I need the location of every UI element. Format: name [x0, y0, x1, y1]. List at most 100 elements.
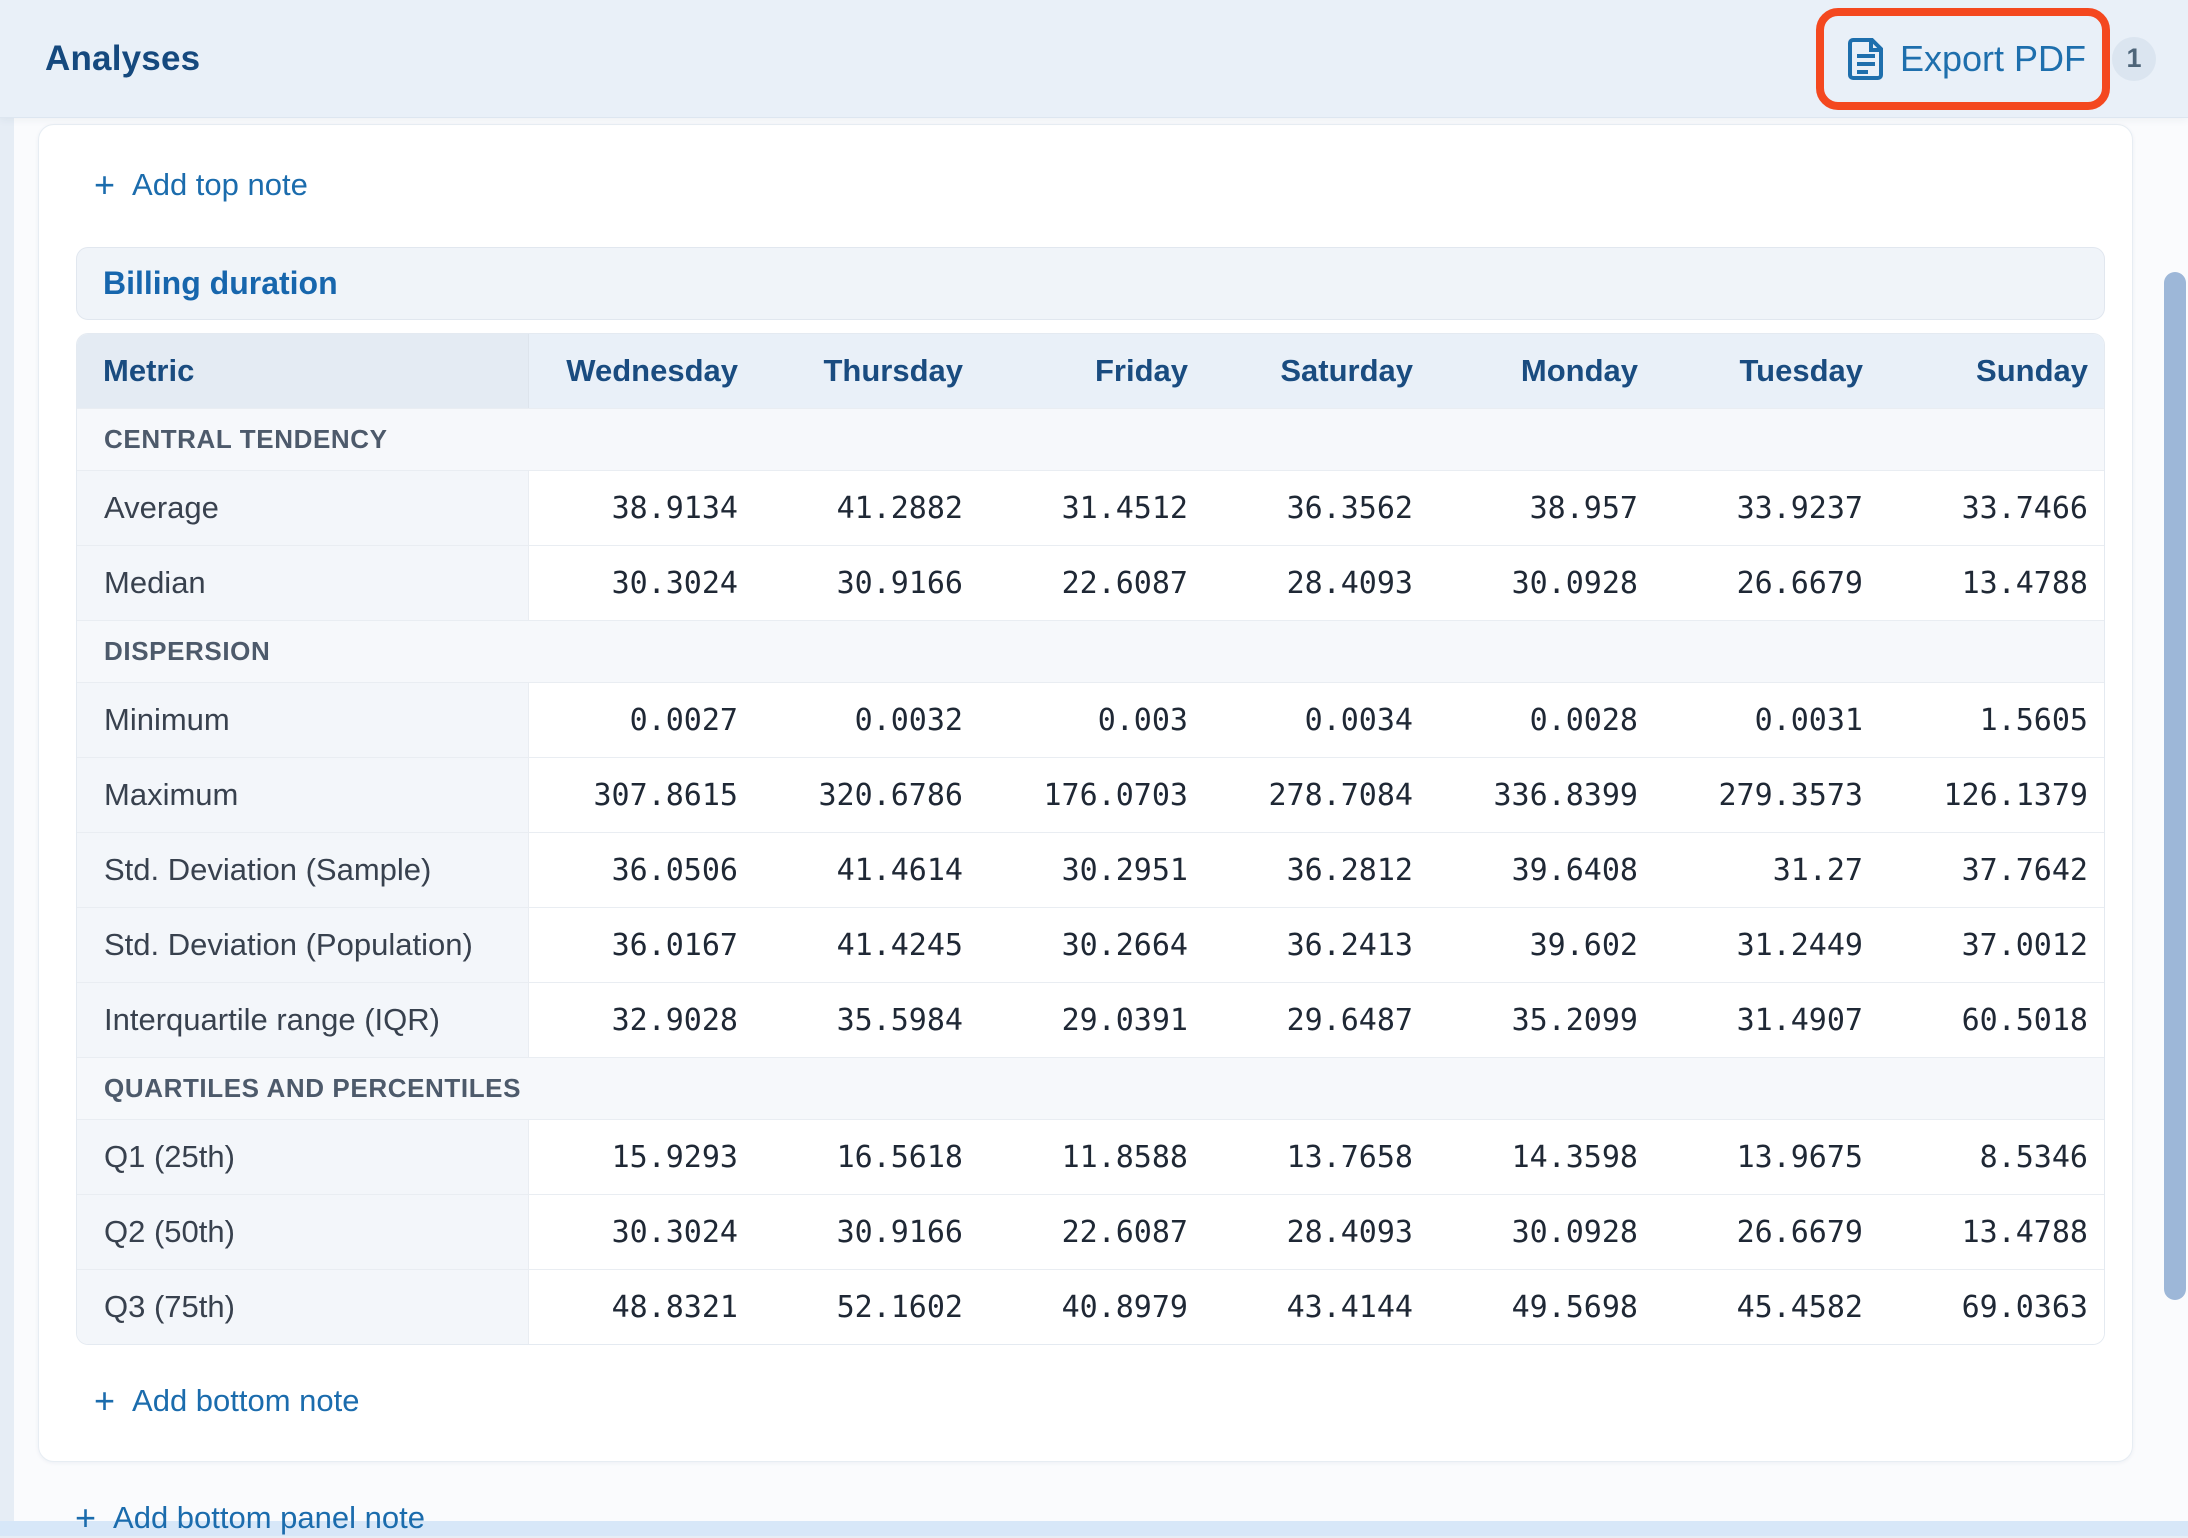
- value-cell: 33.7466: [1879, 470, 2104, 545]
- value-cell: 13.4788: [1879, 1194, 2104, 1269]
- value-cell: 0.0031: [1654, 682, 1879, 757]
- value-cell: 43.4144: [1204, 1269, 1429, 1344]
- value-cell: 32.9028: [529, 982, 754, 1057]
- table-row: Std. Deviation (Population) 36.0167 41.424…: [77, 907, 2104, 982]
- value-cell: 41.4614: [754, 832, 979, 907]
- value-cell: 26.6679: [1654, 1194, 1879, 1269]
- export-count-badge: 1: [2112, 36, 2156, 81]
- metric-label-cell: Interquartile range (IQR): [77, 982, 529, 1057]
- plus-icon: +: [94, 1380, 116, 1421]
- value-cell: 33.9237: [1654, 470, 1879, 545]
- column-header-saturday: Saturday: [1204, 334, 1429, 408]
- add-bottom-note-label: Add bottom note: [132, 1383, 360, 1418]
- scroll-content: + Add top note Billing duration Metric We…: [14, 118, 2188, 1536]
- column-header-thursday: Thursday: [754, 334, 979, 408]
- panel-title-box: Billing duration: [76, 247, 2105, 320]
- stats-table: Metric Wednesday Thursday Friday Saturday Mon…: [76, 333, 2105, 1345]
- value-cell: 31.4512: [979, 470, 1204, 545]
- metric-label-cell: Median: [77, 545, 529, 620]
- value-cell: 16.5618: [754, 1119, 979, 1194]
- column-header-wednesday: Wednesday: [529, 334, 754, 408]
- value-cell: 41.2882: [754, 470, 979, 545]
- value-cell: 176.0703: [979, 757, 1204, 832]
- metric-label-cell: Q3 (75th): [77, 1269, 529, 1344]
- table-row: Q3 (75th) 48.8321 52.1602 40.8979 43.4144 49.…: [77, 1269, 2104, 1344]
- value-cell: 14.3598: [1429, 1119, 1654, 1194]
- value-cell: 30.2664: [979, 907, 1204, 982]
- value-cell: 30.0928: [1429, 1194, 1654, 1269]
- value-cell: 30.9166: [754, 1194, 979, 1269]
- bottom-highlight-strip: [0, 1521, 2188, 1536]
- value-cell: 0.0032: [754, 682, 979, 757]
- value-cell: 36.2812: [1204, 832, 1429, 907]
- value-cell: 41.4245: [754, 907, 979, 982]
- document-icon: [1847, 37, 1883, 80]
- value-cell: 38.957: [1429, 470, 1654, 545]
- value-cell: 29.6487: [1204, 982, 1429, 1057]
- value-cell: 37.0012: [1879, 907, 2104, 982]
- column-header-tuesday: Tuesday: [1654, 334, 1879, 408]
- value-cell: 39.6408: [1429, 832, 1654, 907]
- column-header-sunday: Sunday: [1879, 334, 2104, 408]
- value-cell: 15.9293: [529, 1119, 754, 1194]
- table-row: Q2 (50th) 30.3024 30.9166 22.6087 28.4093 30.…: [77, 1194, 2104, 1269]
- metric-label-cell: Std. Deviation (Population): [77, 907, 529, 982]
- section-header-row: DISPERSION: [77, 620, 2104, 682]
- value-cell: 30.2951: [979, 832, 1204, 907]
- value-cell: 126.1379: [1879, 757, 2104, 832]
- section-label: CENTRAL TENDENCY: [77, 408, 2104, 470]
- table-row: Average 38.9134 41.2882 31.4512 36.3562 38.95…: [77, 470, 2104, 545]
- value-cell: 29.0391: [979, 982, 1204, 1057]
- plus-icon: +: [75, 1497, 97, 1538]
- value-cell: 48.8321: [529, 1269, 754, 1344]
- value-cell: 39.602: [1429, 907, 1654, 982]
- value-cell: 30.3024: [529, 545, 754, 620]
- value-cell: 22.6087: [979, 545, 1204, 620]
- section-label: QUARTILES AND PERCENTILES: [77, 1057, 2104, 1119]
- value-cell: 31.2449: [1654, 907, 1879, 982]
- value-cell: 22.6087: [979, 1194, 1204, 1269]
- value-cell: 278.7084: [1204, 757, 1429, 832]
- value-cell: 26.6679: [1654, 545, 1879, 620]
- value-cell: 30.3024: [529, 1194, 754, 1269]
- add-bottom-note-button[interactable]: + Add bottom note: [94, 1383, 360, 1419]
- value-cell: 35.5984: [754, 982, 979, 1057]
- app-header: Analyses Export PDF 1: [0, 0, 2188, 118]
- metric-label-cell: Average: [77, 470, 529, 545]
- value-cell: 0.0027: [529, 682, 754, 757]
- table-row: Interquartile range (IQR) 32.9028 35.5984 2…: [77, 982, 2104, 1057]
- stats-table-header: Metric Wednesday Thursday Friday Saturday Mon…: [77, 334, 2104, 408]
- section-header-row: QUARTILES AND PERCENTILES: [77, 1057, 2104, 1119]
- add-bottom-panel-note-label: Add bottom panel note: [113, 1500, 425, 1535]
- add-bottom-panel-note-button[interactable]: + Add bottom panel note: [75, 1500, 425, 1536]
- column-header-metric: Metric: [77, 334, 529, 408]
- metric-label-cell: Minimum: [77, 682, 529, 757]
- value-cell: 31.27: [1654, 832, 1879, 907]
- value-cell: 52.1602: [754, 1269, 979, 1344]
- value-cell: 35.2099: [1429, 982, 1654, 1057]
- panel-title: Billing duration: [103, 265, 338, 301]
- add-top-note-button[interactable]: + Add top note: [94, 167, 308, 203]
- export-pdf-label: Export PDF: [1899, 37, 2086, 79]
- value-cell: 36.3562: [1204, 470, 1429, 545]
- table-row: Median 30.3024 30.9166 22.6087 28.4093 30.092…: [77, 545, 2104, 620]
- value-cell: 36.0167: [529, 907, 754, 982]
- value-cell: 11.8588: [979, 1119, 1204, 1194]
- plus-icon: +: [94, 164, 116, 205]
- value-cell: 0.0034: [1204, 682, 1429, 757]
- vertical-scrollbar-thumb[interactable]: [2164, 272, 2186, 1300]
- value-cell: 30.9166: [754, 545, 979, 620]
- value-cell: 45.4582: [1654, 1269, 1879, 1344]
- value-cell: 36.2413: [1204, 907, 1429, 982]
- value-cell: 307.8615: [529, 757, 754, 832]
- header-row: Metric Wednesday Thursday Friday Saturday Mon…: [77, 334, 2104, 408]
- metric-label-cell: Maximum: [77, 757, 529, 832]
- export-pdf-button[interactable]: Export PDF: [1815, 7, 2110, 110]
- metric-label-cell: Q1 (25th): [77, 1119, 529, 1194]
- value-cell: 13.7658: [1204, 1119, 1429, 1194]
- value-cell: 36.0506: [529, 832, 754, 907]
- value-cell: 40.8979: [979, 1269, 1204, 1344]
- value-cell: 279.3573: [1654, 757, 1879, 832]
- value-cell: 320.6786: [754, 757, 979, 832]
- value-cell: 49.5698: [1429, 1269, 1654, 1344]
